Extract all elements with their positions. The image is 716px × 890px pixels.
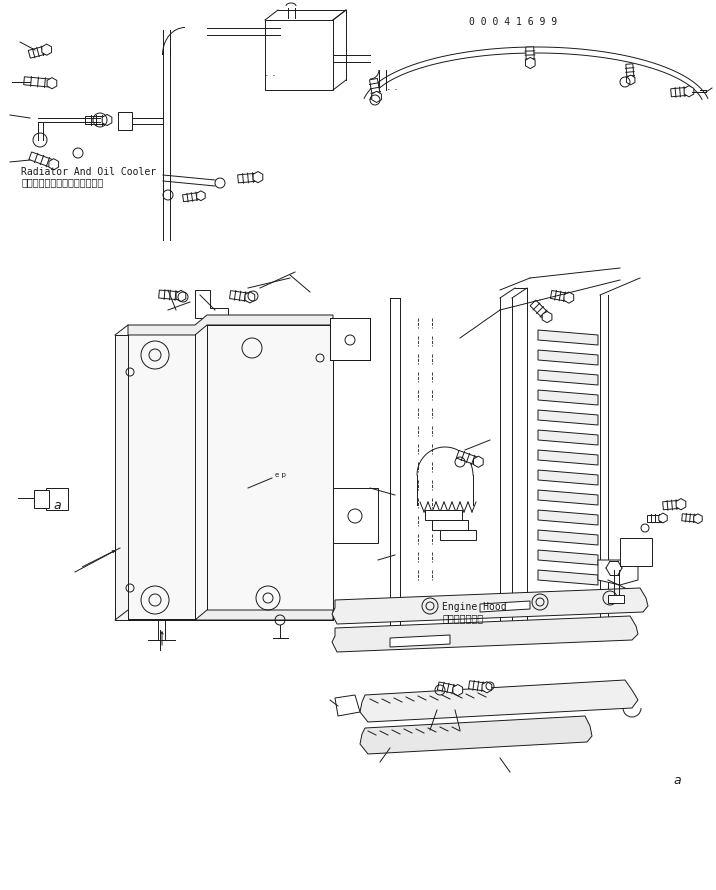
Polygon shape <box>694 514 702 523</box>
Polygon shape <box>626 75 635 85</box>
Polygon shape <box>538 330 598 345</box>
Polygon shape <box>253 172 263 182</box>
Polygon shape <box>684 85 694 97</box>
Polygon shape <box>128 315 333 335</box>
Polygon shape <box>482 682 492 692</box>
Polygon shape <box>197 190 205 200</box>
Polygon shape <box>28 45 48 58</box>
Polygon shape <box>245 292 255 303</box>
Polygon shape <box>437 682 459 694</box>
Bar <box>265 20 333 90</box>
Polygon shape <box>473 457 483 467</box>
Bar <box>115 335 129 620</box>
Polygon shape <box>659 514 667 523</box>
Polygon shape <box>647 514 663 522</box>
Polygon shape <box>230 291 251 302</box>
Bar <box>34 490 49 508</box>
Polygon shape <box>372 92 382 102</box>
Polygon shape <box>526 47 534 63</box>
Polygon shape <box>538 430 598 445</box>
Polygon shape <box>538 550 598 565</box>
Text: ラジエータおよびオイルクーラ: ラジエータおよびオイルクーラ <box>21 177 104 188</box>
Polygon shape <box>195 290 228 318</box>
Text: 0 0 0 4 1 6 9 9: 0 0 0 4 1 6 9 9 <box>469 17 557 28</box>
Polygon shape <box>24 77 52 87</box>
Bar <box>620 538 652 566</box>
Polygon shape <box>468 681 488 692</box>
Polygon shape <box>332 588 648 624</box>
Polygon shape <box>538 530 598 545</box>
Polygon shape <box>29 152 55 168</box>
Polygon shape <box>42 44 52 55</box>
Polygon shape <box>49 158 59 170</box>
Bar <box>207 325 333 620</box>
Polygon shape <box>332 616 638 652</box>
Polygon shape <box>128 610 333 620</box>
Polygon shape <box>626 64 634 80</box>
Polygon shape <box>85 116 107 124</box>
Polygon shape <box>676 498 686 510</box>
Text: Engine Hood: Engine Hood <box>442 602 507 612</box>
Text: . .: . . <box>265 68 276 78</box>
Text: . .: . . <box>387 82 397 93</box>
Polygon shape <box>671 87 690 97</box>
Text: Radiator And Oil Cooler: Radiator And Oil Cooler <box>21 166 157 177</box>
Polygon shape <box>551 290 569 302</box>
Polygon shape <box>480 601 530 612</box>
Bar <box>333 488 378 543</box>
Polygon shape <box>183 192 201 202</box>
Polygon shape <box>369 78 380 98</box>
Polygon shape <box>538 470 598 485</box>
Text: e p: e p <box>275 472 286 478</box>
Polygon shape <box>425 510 462 520</box>
Polygon shape <box>453 684 463 696</box>
Bar <box>118 112 132 130</box>
Polygon shape <box>564 292 574 303</box>
Bar <box>330 318 370 360</box>
Polygon shape <box>538 510 598 525</box>
Polygon shape <box>682 514 698 522</box>
Bar <box>608 595 624 603</box>
Polygon shape <box>538 570 598 585</box>
Polygon shape <box>47 77 57 89</box>
Polygon shape <box>663 500 682 510</box>
Polygon shape <box>598 560 638 585</box>
Polygon shape <box>360 680 638 722</box>
Polygon shape <box>538 410 598 425</box>
Bar <box>128 325 333 620</box>
Polygon shape <box>102 115 112 125</box>
Text: a: a <box>673 774 681 787</box>
Polygon shape <box>176 290 186 302</box>
Bar <box>46 488 68 510</box>
Polygon shape <box>456 450 480 465</box>
Polygon shape <box>542 312 552 323</box>
Polygon shape <box>530 300 550 320</box>
Polygon shape <box>538 350 598 365</box>
Polygon shape <box>440 530 476 540</box>
Polygon shape <box>159 290 181 300</box>
Polygon shape <box>538 490 598 505</box>
Polygon shape <box>432 520 468 530</box>
Text: a: a <box>54 499 62 512</box>
Polygon shape <box>335 695 360 716</box>
Polygon shape <box>538 450 598 465</box>
Polygon shape <box>238 174 258 182</box>
Polygon shape <box>538 390 598 405</box>
Polygon shape <box>390 635 450 647</box>
Polygon shape <box>538 370 598 385</box>
Text: エンジンフード: エンジンフード <box>442 613 483 624</box>
Polygon shape <box>526 57 535 69</box>
Polygon shape <box>360 716 592 754</box>
